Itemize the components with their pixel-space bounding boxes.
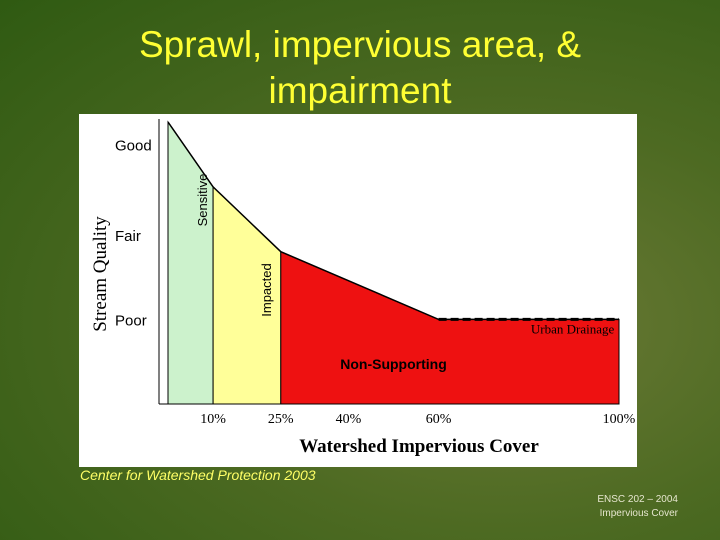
y-axis-title: Stream Quality xyxy=(90,216,111,332)
title-line-1: Sprawl, impervious area, & xyxy=(138,24,582,65)
source-note: Center for Watershed Protection 2003 xyxy=(80,467,316,483)
impervious-cover-chart: Stream Quality Good Fair Poor 10% 25% 40% 60%… xyxy=(90,119,636,457)
chart-panel: Stream Quality Good Fair Poor 10% 25% 40% 60%… xyxy=(79,114,637,467)
footer-course: ENSC 202 – 2004 xyxy=(597,494,678,505)
zone-label-non-supporting: Non-Supporting xyxy=(340,356,447,372)
slide-title: Sprawl, impervious area, & impairment xyxy=(60,22,660,114)
x-tick-25: 25% xyxy=(268,412,294,427)
x-tick-100: 100% xyxy=(603,412,636,427)
x-tick-60: 60% xyxy=(426,412,452,427)
title-line-2: impairment xyxy=(268,70,452,111)
zone-label-impacted: Impacted xyxy=(259,263,274,316)
zone-label-sensitive: Sensitive xyxy=(195,174,210,227)
footer-topic: Impervious Cover xyxy=(599,508,678,519)
y-level-poor: Poor xyxy=(115,312,147,329)
zone-sensitive xyxy=(167,120,214,405)
x-tick-10: 10% xyxy=(200,412,226,427)
y-level-good: Good xyxy=(115,138,152,155)
urban-drainage-label: Urban Drainage xyxy=(531,321,615,336)
x-tick-40: 40% xyxy=(336,412,362,427)
footer: ENSC 202 – 2004 Impervious Cover xyxy=(597,493,678,521)
y-level-fair: Fair xyxy=(115,228,141,245)
x-axis-title: Watershed Impervious Cover xyxy=(299,436,539,457)
